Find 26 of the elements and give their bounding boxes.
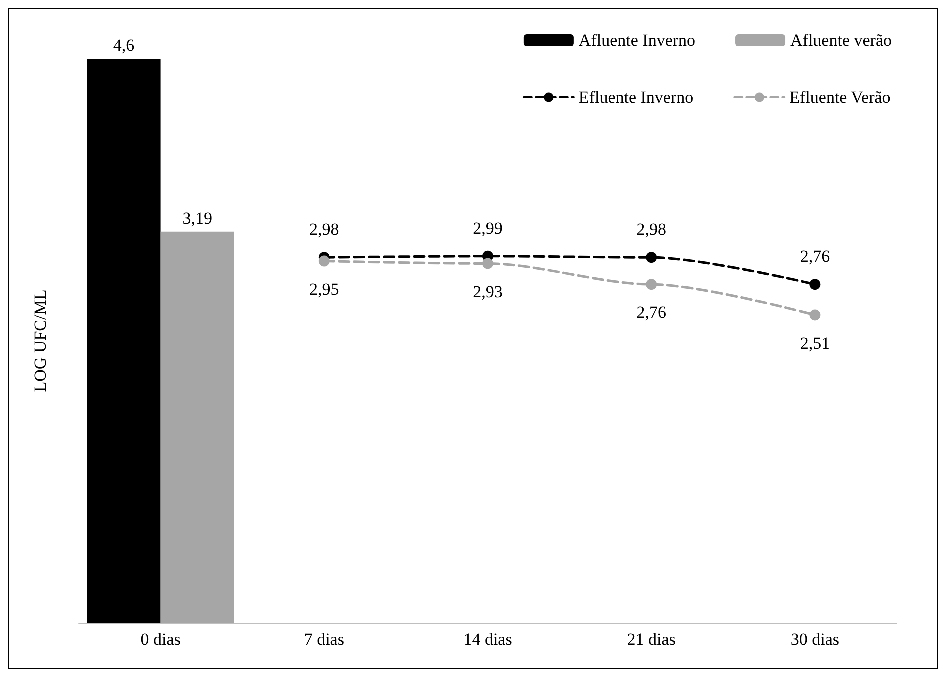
legend-label: Efluente Inverno: [578, 88, 694, 107]
data-label: 2,98: [310, 220, 340, 240]
y-axis-title: LOG UFC/ML: [31, 290, 50, 392]
data-label: 2,99: [473, 218, 503, 238]
point: [810, 279, 821, 290]
x-tick-label: 0 dias: [140, 630, 181, 649]
data-label: 4,6: [113, 36, 135, 55]
legend-label: Efluente Verão: [790, 88, 891, 107]
data-label: 3,19: [182, 208, 212, 228]
point: [646, 279, 658, 290]
x-tick-label: 7 dias: [304, 630, 344, 649]
x-tick-label: 21 dias: [627, 630, 676, 649]
legend-label: Afluente Inverno: [578, 31, 696, 50]
data-label: 2,95: [310, 280, 340, 299]
data-label: 2,51: [800, 334, 830, 353]
point: [646, 252, 658, 264]
x-tick-label: 30 dias: [790, 630, 840, 649]
data-label: 2,76: [800, 247, 830, 266]
point: [810, 310, 821, 321]
data-label: 2,76: [636, 303, 666, 322]
x-tick-label: 14 dias: [464, 630, 512, 649]
legend-label: Afluente verão: [790, 31, 892, 50]
data-label: 2,93: [473, 282, 503, 302]
data-label: 2,98: [636, 220, 666, 240]
point: [482, 258, 494, 270]
point: [318, 256, 330, 267]
